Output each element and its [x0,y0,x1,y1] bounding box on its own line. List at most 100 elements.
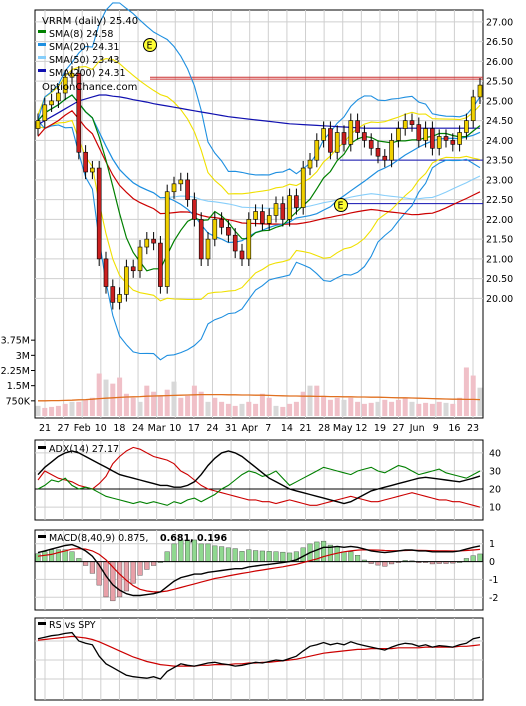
macd-histogram-bar [239,551,245,562]
candle-body [450,140,456,145]
candle-body [137,246,143,272]
earnings-marker-label: E [147,41,153,52]
candle-body [443,136,449,141]
x-tick-label: 7 [265,423,271,434]
volume-bar [62,403,68,416]
volume-bar [321,395,327,416]
volume-bar [49,406,55,416]
macd-legend: MACD(8,40,9) 0.875, 0.681, 0.196 [38,533,227,544]
x-tick-label: 24 [132,423,144,434]
legend-label: 0.196 [197,533,227,544]
volume-bar [300,391,306,416]
macd-histogram-bar [232,548,238,562]
x-tick-label: Jun [409,423,425,434]
volume-bar [375,401,381,416]
macd-histogram-bar [266,551,272,562]
x-tick-label: 27 [58,423,70,434]
macd-histogram-bar [287,552,293,562]
candle-body [212,219,218,240]
macd-histogram-bar [470,555,476,562]
candle-body [62,76,68,94]
volume-bar [280,406,286,416]
candle-body [382,155,388,161]
macd-histogram-bar [382,561,388,567]
candle-body [83,151,88,173]
red-ma-line [37,110,481,225]
macd-histogram-bar [103,561,109,598]
price-y-tick-label: 21.50 [486,235,513,246]
upper-envelope-line [37,58,481,195]
volume-bar [83,399,89,416]
volume-bars [35,367,483,416]
macd-histogram-bar [89,561,95,574]
x-tick-label: 19 [374,423,386,434]
price-y-tick-label: 24.00 [486,136,513,147]
volume-ma-line [38,393,481,402]
candle-body [192,199,197,220]
volume-bar [389,401,395,416]
legend-swatch [38,446,46,449]
candle-body [457,132,462,145]
x-tick-label: 14 [281,423,293,434]
macd-y-tick-label: -1 [489,575,498,586]
candle-body [402,120,408,129]
x-tick-label: 18 [113,423,125,434]
candle-body [76,72,82,153]
macd-histogram-bar [171,543,177,562]
candle-body [341,132,347,145]
x-tick-label: 21 [299,423,311,434]
lower-band-line [37,120,481,361]
macd-histogram-bar [55,549,61,562]
earnings-marker: E [334,198,348,212]
candle-body [477,84,483,98]
candle-body [205,238,211,260]
watermark: OptionChance.com [42,82,137,93]
volume-bar [205,401,211,416]
volume-bar [477,387,483,416]
upper-band-line [37,2,481,176]
volume-bar [266,397,272,416]
candle-body [287,195,292,220]
legend-label: RS vs SPY [49,620,96,631]
legend-swatch [38,622,46,625]
volume-bar [130,397,136,416]
rs-panel: RS vs SPY [34,617,484,701]
volume-bar [185,395,191,416]
candle-body [90,167,95,173]
candle-body [171,183,177,193]
price-y-tick-label: 26.50 [486,37,513,48]
macd-histogram-bar [83,561,89,566]
volume-bar [212,397,218,416]
macd-histogram-bar [321,540,327,562]
volume-bar [42,407,48,416]
volume-bar [327,399,333,416]
volume-y-tick-label: 2.25M [1,366,30,377]
volume-bar [423,402,429,416]
macd-histogram-bar [280,551,286,562]
sma8-line [37,94,481,272]
candle-body [239,250,245,260]
minus-di-line [37,446,481,508]
price-series [35,2,483,361]
rs-series [37,631,481,680]
macd-histogram-bar [253,550,259,562]
macd-histogram-bar [130,561,136,584]
volume-bar [355,401,361,416]
volume-bar [171,381,177,416]
candle-body [219,219,224,228]
volume-bar [246,401,252,416]
candle-body [328,128,333,153]
price-y-tick-label: 23.50 [486,156,513,167]
candle-body [246,219,252,260]
candle-body [130,266,136,272]
candle-body [355,120,360,133]
legend-label: SMA(50) 23.43 [49,55,119,66]
adx-panel: 40 30 20 10 ADX(14) 27.17 [34,439,501,521]
legend-label: SMA(8) 24.58 [49,29,113,40]
volume-y-tick-label: 3.75M [1,336,30,347]
volume-bar [35,405,41,416]
candle-body [232,234,238,252]
x-tick-label: 27 [393,423,405,434]
volume-bar [259,393,265,416]
